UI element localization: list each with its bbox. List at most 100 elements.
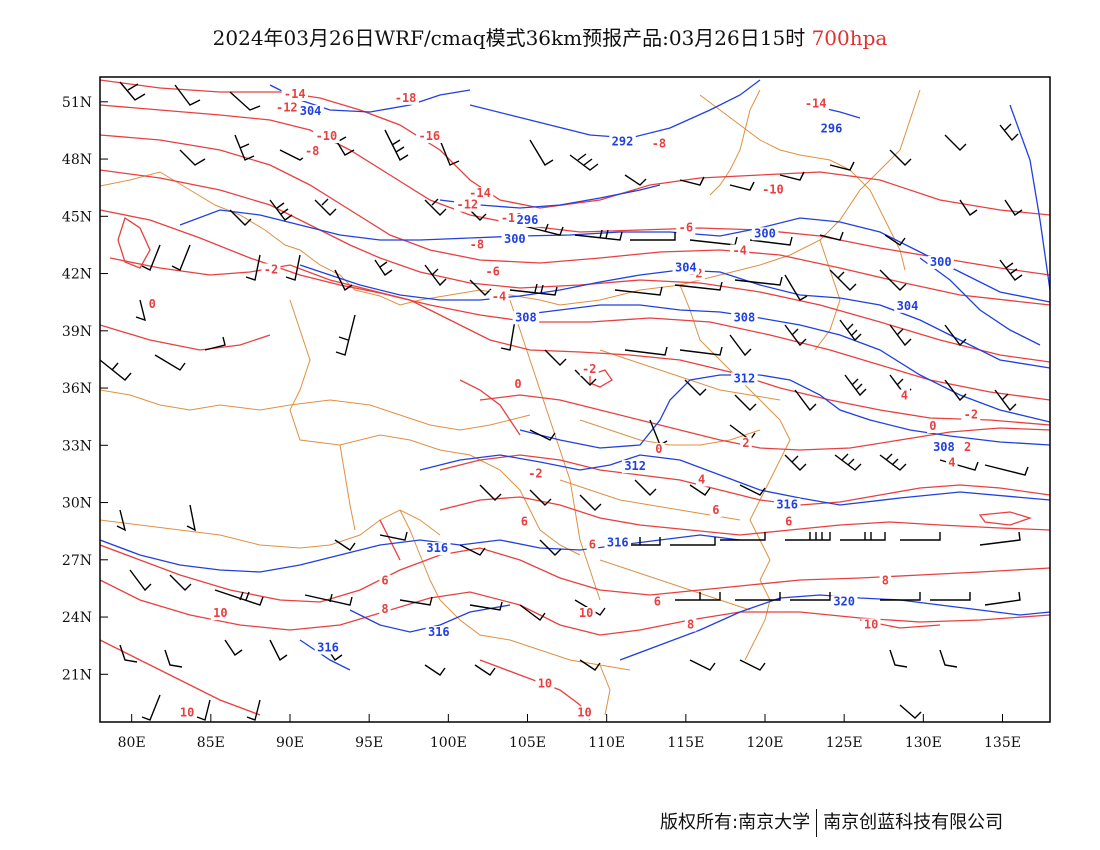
height-contour-label-bg (830, 595, 858, 609)
temperature-contour-label-bg (759, 183, 787, 197)
height-contour-label: 296 (821, 121, 843, 135)
temperature-contour-label: 4 (698, 472, 705, 486)
temperature-contour-label: -10 (762, 182, 784, 196)
temperature-contour-label: 6 (521, 514, 528, 528)
lat-tick-label: 27N (62, 553, 92, 569)
temperature-contour-label: 6 (654, 595, 661, 609)
temperature-contour-label-bg (575, 706, 594, 720)
copyright-footer: 版权所有:南京大学 南京创蓝科技有限公司 (660, 808, 1003, 837)
temperature-contour-label: -8 (470, 238, 484, 252)
lat-tick-label: 42N (62, 267, 92, 283)
title-main: 2024年03月26日WRF/cmaq模式36km预报产品:03月26日15时 (212, 26, 806, 50)
temperature-contour-label: -8 (305, 144, 319, 158)
height-contour-label: 300 (504, 232, 526, 246)
temperature-contour-label-bg (416, 129, 443, 143)
height-contour-label: 304 (300, 104, 322, 118)
temperature-contour-label-bg (379, 574, 391, 588)
height-contour-label-bg (621, 460, 649, 474)
height-contour-label: 300 (754, 226, 776, 240)
temperature-contour-label-bg (576, 607, 596, 621)
temperature-contour-label-bg (861, 618, 881, 632)
temperature-contour-label-bg (273, 101, 301, 115)
title-level: 700hpa (811, 26, 888, 50)
height-contour-label-bg (731, 372, 758, 386)
temperature-contour-label: 10 (579, 606, 593, 620)
height-contour-label-bg (512, 311, 540, 325)
temperature-contour-label-bg (177, 706, 197, 720)
lon-tick-label: 85E (197, 735, 225, 751)
temperature-contour-label: -14 (805, 97, 827, 111)
temperature-contour-label: 2 (742, 436, 749, 450)
lon-tick-label: 80E (118, 735, 146, 751)
height-contours (100, 79, 1050, 671)
height-contour-label-bg (818, 122, 845, 136)
footer-separator (816, 809, 818, 837)
height-contour-label: 304 (675, 261, 697, 275)
temperature-contour-label-bg (740, 437, 752, 451)
temperature-contour-label: 8 (882, 574, 889, 588)
temperature-contour-label: 0 (514, 377, 521, 391)
temperature-contour-label: 0 (149, 297, 156, 311)
temperature-contour-label-bg (649, 137, 669, 151)
temperature-contour-label: 6 (785, 514, 792, 528)
height-contour-label-bg (609, 135, 636, 149)
temperature-contour-label-bg (710, 503, 722, 517)
height-contour-label: 312 (624, 459, 646, 473)
footer-owner: 版权所有:南京大学 (660, 812, 811, 833)
lon-tick-label: 95E (355, 735, 383, 751)
height-contour-label: 308 (734, 310, 756, 324)
temperature-contour-label-bg (684, 618, 697, 632)
temperature-contour-label: -6 (485, 264, 499, 278)
lat-tick-label: 33N (62, 438, 92, 454)
temperature-contour-label-bg (676, 221, 696, 235)
axis-ticks: 80E 85E 90E 95E 100E 105E 110E 115E 120E 125E 130E… (62, 95, 1021, 751)
temperature-contour-label: 6 (712, 503, 719, 517)
temperature-contour-label-bg (927, 420, 939, 434)
temperature-contour-label-bg (525, 467, 545, 481)
temperature-contour-label: 10 (538, 677, 552, 691)
temperature-contour-label-bg (946, 456, 958, 470)
height-contour-label-bg (672, 261, 700, 275)
temperature-contour-label-bg (146, 297, 158, 311)
temperature-contour-label: 6 (589, 537, 596, 551)
height-contour-label: 320 (833, 595, 855, 609)
temperature-contour-label-bg (512, 378, 524, 392)
lon-tick-label: 115E (667, 735, 704, 751)
lat-tick-label: 24N (62, 610, 92, 626)
temperature-contour-label-bg (261, 263, 281, 277)
height-contour-label: 316 (776, 497, 798, 511)
temperature-contour-label-bg (483, 265, 503, 279)
height-contour-label: 300 (930, 255, 952, 269)
temperature-contour-label: -4 (732, 243, 746, 257)
height-contour-label-bg (424, 542, 451, 556)
temperature-contour-label-bg (651, 595, 664, 609)
temperature-contour-label-bg (210, 607, 230, 621)
temperature-contour-label: -12 (456, 198, 478, 212)
temperature-contour-label-bg (961, 408, 981, 422)
temperature-contour-label-bg (730, 244, 750, 258)
plot-frame (99, 76, 1051, 723)
temperature-labels: -14-12-10-8-18-16-14-12-10-8-6-4-20-8-6-… (146, 87, 981, 720)
temperature-contour-label-bg (695, 473, 708, 487)
temperature-contour-label-bg (489, 290, 509, 304)
lon-tick-label: 135E (984, 735, 1021, 751)
temperature-contour-label: -2 (582, 362, 596, 376)
temperature-contour-label-bg (961, 441, 974, 455)
height-contour-label: 312 (734, 371, 756, 385)
height-contour-label-bg (894, 299, 921, 313)
temperature-contour-label-bg (454, 198, 481, 212)
height-labels: 304 292 296 300 296 300 300 304 304 308 308 312 308 3… (297, 104, 958, 655)
lat-tick-label: 39N (62, 324, 92, 340)
temperature-contour-label: -6 (679, 221, 693, 235)
temperature-contour-label-bg (535, 677, 555, 691)
temperature-contour-label-bg (898, 389, 911, 403)
temperature-contour-label-bg (392, 91, 419, 105)
temperature-contour-label: -14 (284, 87, 306, 101)
temperature-contour-label-bg (281, 87, 308, 101)
height-contour-label: 296 (517, 213, 539, 227)
height-contour-label-bg (297, 105, 324, 119)
height-contour-label: 292 (612, 135, 634, 149)
temperature-contour-label: 2 (964, 440, 971, 454)
temperature-contour-label: -2 (964, 408, 978, 422)
